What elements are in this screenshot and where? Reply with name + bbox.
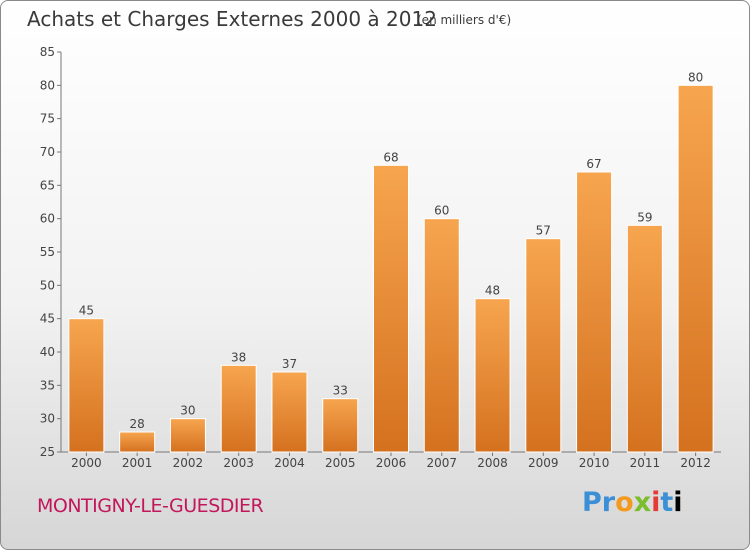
x-tick-label: 2002 xyxy=(173,456,204,470)
y-tick-label: 25 xyxy=(40,445,55,459)
x-tick-label: 2004 xyxy=(274,456,305,470)
x-tick-label: 2006 xyxy=(376,456,407,470)
bar xyxy=(626,224,663,453)
logo-letter: P xyxy=(582,487,602,518)
data-label: 80 xyxy=(688,70,703,84)
data-label: 33 xyxy=(333,384,348,398)
bar xyxy=(677,84,714,453)
data-label: 59 xyxy=(637,210,652,224)
bar xyxy=(220,364,257,453)
y-tick-label: 30 xyxy=(40,412,55,426)
logo-letter: x xyxy=(633,487,652,518)
x-tick-label: 2001 xyxy=(122,456,153,470)
y-tick-label: 85 xyxy=(40,45,55,59)
bar xyxy=(68,318,105,453)
data-labels: 45 28 30 38 37 33 68 60 48 57 67 59 80 xyxy=(79,70,704,431)
bar xyxy=(322,398,359,453)
x-tick-label: 2009 xyxy=(528,456,559,470)
bar xyxy=(271,371,308,453)
x-tick-label: 2010 xyxy=(579,456,610,470)
city-name: MONTIGNY-LE-GUESDIER xyxy=(37,495,264,517)
y-tick-label: 50 xyxy=(40,278,55,292)
chart-unit: (en milliers d'€) xyxy=(417,13,512,27)
bar xyxy=(423,218,460,453)
data-label: 37 xyxy=(282,357,297,371)
data-label: 60 xyxy=(434,204,449,218)
x-tick-label: 2008 xyxy=(477,456,508,470)
bar xyxy=(576,171,613,453)
data-label: 38 xyxy=(231,350,246,364)
logo-letter: o xyxy=(615,487,634,518)
data-label: 57 xyxy=(536,224,551,238)
y-tick-label: 40 xyxy=(40,345,55,359)
bars xyxy=(68,84,714,453)
logo-letter: r xyxy=(601,487,616,518)
x-tick-label: 2007 xyxy=(426,456,457,470)
proxiti-logo[interactable]: Proxiti xyxy=(582,487,683,518)
y-tick-label: 35 xyxy=(40,378,55,392)
y-tick-label: 55 xyxy=(40,245,55,259)
x-tick-label: 2003 xyxy=(223,456,254,470)
bar xyxy=(373,164,409,453)
chart-title: Achats et Charges Externes 2000 à 2012 xyxy=(27,7,437,31)
y-tick-label: 70 xyxy=(40,145,55,159)
y-tick-label: 45 xyxy=(40,312,55,326)
logo-letter: t xyxy=(660,487,674,518)
data-label: 30 xyxy=(180,404,195,418)
logo-letter: i xyxy=(673,487,683,518)
y-tick-label: 60 xyxy=(40,212,55,226)
data-label: 48 xyxy=(485,284,500,298)
y-tick-label: 80 xyxy=(40,78,55,92)
data-label: 28 xyxy=(130,417,145,431)
axes: 25 30 35 40 45 50 55 60 65 70 75 80 85 2000 2001 2002 20… xyxy=(40,45,721,470)
data-label: 67 xyxy=(586,157,601,171)
bar xyxy=(474,298,511,453)
bar xyxy=(169,418,206,453)
y-tick-label: 65 xyxy=(40,178,55,192)
x-tick-label: 2005 xyxy=(325,456,356,470)
x-tick-label: 2012 xyxy=(680,456,711,470)
x-tick-label: 2000 xyxy=(71,456,102,470)
y-tick-label: 75 xyxy=(40,112,55,126)
logo-letter: i xyxy=(651,487,661,518)
bar xyxy=(119,431,156,453)
bar xyxy=(525,238,562,453)
data-label: 68 xyxy=(383,150,398,164)
x-tick-label: 2011 xyxy=(630,456,661,470)
data-label: 45 xyxy=(79,304,94,318)
